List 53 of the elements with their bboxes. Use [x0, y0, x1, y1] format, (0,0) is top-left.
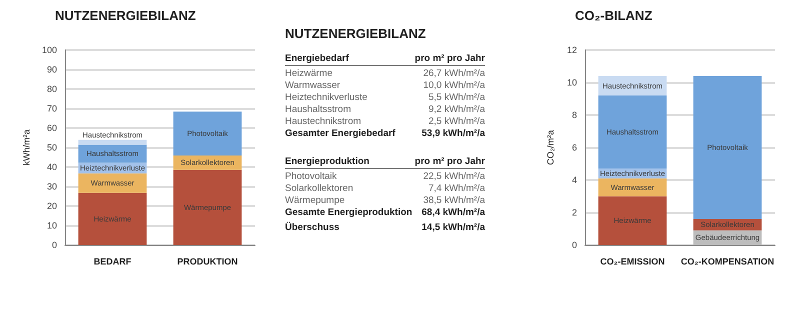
y-tick-label: 6 — [572, 142, 577, 152]
text: Photovoltaik — [285, 171, 337, 183]
text: Warmwasser — [285, 80, 340, 92]
y-tick-label: 20 — [46, 201, 57, 211]
y-tick-label: 0 — [52, 240, 57, 250]
x-tick-label: BEDARF — [94, 256, 132, 266]
y-tick-label: 0 — [572, 240, 577, 250]
text: Energiebedarf — [285, 53, 349, 65]
y-tick-label: 10 — [46, 220, 57, 230]
text: 10,0 kWh/m²/a — [423, 80, 485, 92]
text: NUTZENERGIEBILANZ — [285, 26, 427, 41]
y-tick-label: 50 — [46, 142, 57, 152]
y-axis-title: kWh/m²a — [22, 130, 32, 166]
text: 5,5 kWh/m²/a — [428, 92, 485, 104]
y-axis-title: CO₂/m²a — [546, 130, 556, 165]
y-tick-label: 40 — [46, 162, 57, 172]
y-tick-label: 60 — [46, 123, 57, 133]
text: pro m² pro Jahr — [414, 156, 485, 168]
text: 26,7 kWh/m²/a — [423, 68, 485, 80]
y-tick-label: 12 — [566, 45, 577, 55]
text: Haushaltsstrom — [285, 104, 351, 116]
text: pro m² pro Jahr — [414, 53, 485, 65]
y-tick-label: 90 — [46, 64, 57, 74]
text: Solarkollektoren — [285, 183, 354, 195]
text: Heiztechnikverluste — [285, 92, 368, 104]
text: 9,2 kWh/m²/a — [428, 104, 485, 116]
text: 14,5 kWh/m²/a — [422, 222, 485, 234]
y-tick-label: 8 — [572, 110, 577, 120]
text: 53,9 kWh/m²/a — [422, 128, 485, 140]
text: 38,5 kWh/m²/a — [423, 195, 485, 207]
x-tick-label: CO₂-EMISSION — [600, 256, 665, 266]
text: 22,5 kWh/m²/a — [423, 171, 485, 183]
y-tick-label: 100 — [42, 45, 57, 55]
y-tick-label: 80 — [46, 84, 57, 94]
text: Haustechnikstrom — [285, 116, 362, 128]
text: Überschuss — [285, 222, 340, 234]
x-tick-label: CO₂-KOMPENSATION — [680, 256, 774, 266]
text: 2,5 kWh/m²/a — [428, 116, 485, 128]
y-tick-label: 10 — [566, 78, 577, 88]
y-tick-label: 4 — [572, 175, 577, 185]
text: Wärmepumpe — [285, 195, 345, 207]
text: Gesamter Energiebedarf — [285, 128, 396, 140]
y-tick-label: 70 — [46, 104, 57, 114]
y-tick-label: 30 — [46, 182, 57, 192]
x-tick-label: PRODUKTION — [177, 256, 238, 266]
text: 7,4 kWh/m²/a — [428, 183, 485, 195]
text: Energieproduktion — [285, 156, 370, 168]
y-tick-label: 2 — [572, 208, 577, 218]
text: 68,4 kWh/m²/a — [422, 207, 485, 219]
text: Gesamte Energieproduktion — [285, 207, 412, 219]
chart-title: CO₂-BILANZ — [575, 8, 652, 23]
text: Heizwärme — [285, 68, 333, 80]
chart-title: NUTZENERGIEBILANZ — [55, 8, 196, 23]
